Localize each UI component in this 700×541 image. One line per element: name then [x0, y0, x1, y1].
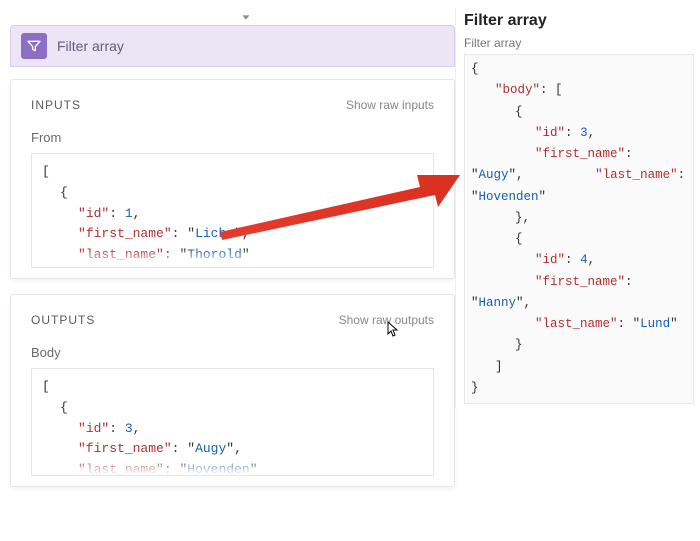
json-key: id [86, 206, 102, 221]
inputs-title: INPUTS [31, 98, 81, 112]
json-value: 1 [125, 206, 133, 221]
inputs-card: INPUTS Show raw inputs From [ { "id": 1,… [10, 79, 455, 279]
filter-icon [21, 33, 47, 59]
outputs-json-box[interactable]: [ { "id": 3, "first_name": "Augy", "last… [31, 368, 434, 476]
right-panel-subtitle: Filter array [464, 36, 694, 50]
json-key: id [543, 126, 558, 140]
collapse-chevron-icon[interactable]: ▼ [240, 13, 252, 21]
action-header[interactable]: Filter array [10, 25, 455, 67]
json-value: Licha [195, 226, 234, 241]
json-value: Hovenden [479, 190, 539, 204]
inputs-header-row: INPUTS Show raw inputs [31, 98, 434, 112]
json-value: 3 [125, 421, 133, 436]
show-raw-inputs-link[interactable]: Show raw inputs [346, 98, 434, 112]
json-key: first_name [543, 147, 618, 161]
json-key: first_name [86, 226, 164, 241]
cursor-icon [385, 320, 401, 343]
json-key: body [503, 83, 533, 97]
inputs-json-box[interactable]: [ { "id": 1, "first_name": "Licha", "las… [31, 153, 434, 268]
right-json-body[interactable]: { "body": [ { "id": 3, "first_name": "Au… [464, 54, 694, 404]
action-title: Filter array [57, 38, 124, 54]
json-key: first_name [86, 441, 164, 456]
json-key: last_name [543, 317, 611, 331]
outputs-header-row: OUTPUTS Show raw outputs [31, 313, 434, 327]
json-key: first_name [543, 275, 618, 289]
outputs-field-label: Body [31, 345, 434, 360]
json-key: last_name [603, 168, 671, 182]
json-value: Hanny [479, 296, 517, 310]
json-value: 4 [580, 253, 588, 267]
json-key: id [86, 421, 102, 436]
inputs-field-label: From [31, 130, 434, 145]
json-value: Augy [479, 168, 509, 182]
json-value: 3 [580, 126, 588, 140]
right-panel: Filter array Filter array { "body": [ { … [455, 8, 700, 408]
left-panel: Filter array INPUTS Show raw inputs From… [10, 25, 455, 487]
json-value: Augy [195, 441, 226, 456]
json-value: Lund [640, 317, 670, 331]
json-key: id [543, 253, 558, 267]
outputs-title: OUTPUTS [31, 313, 95, 327]
right-panel-title: Filter array [464, 12, 694, 30]
